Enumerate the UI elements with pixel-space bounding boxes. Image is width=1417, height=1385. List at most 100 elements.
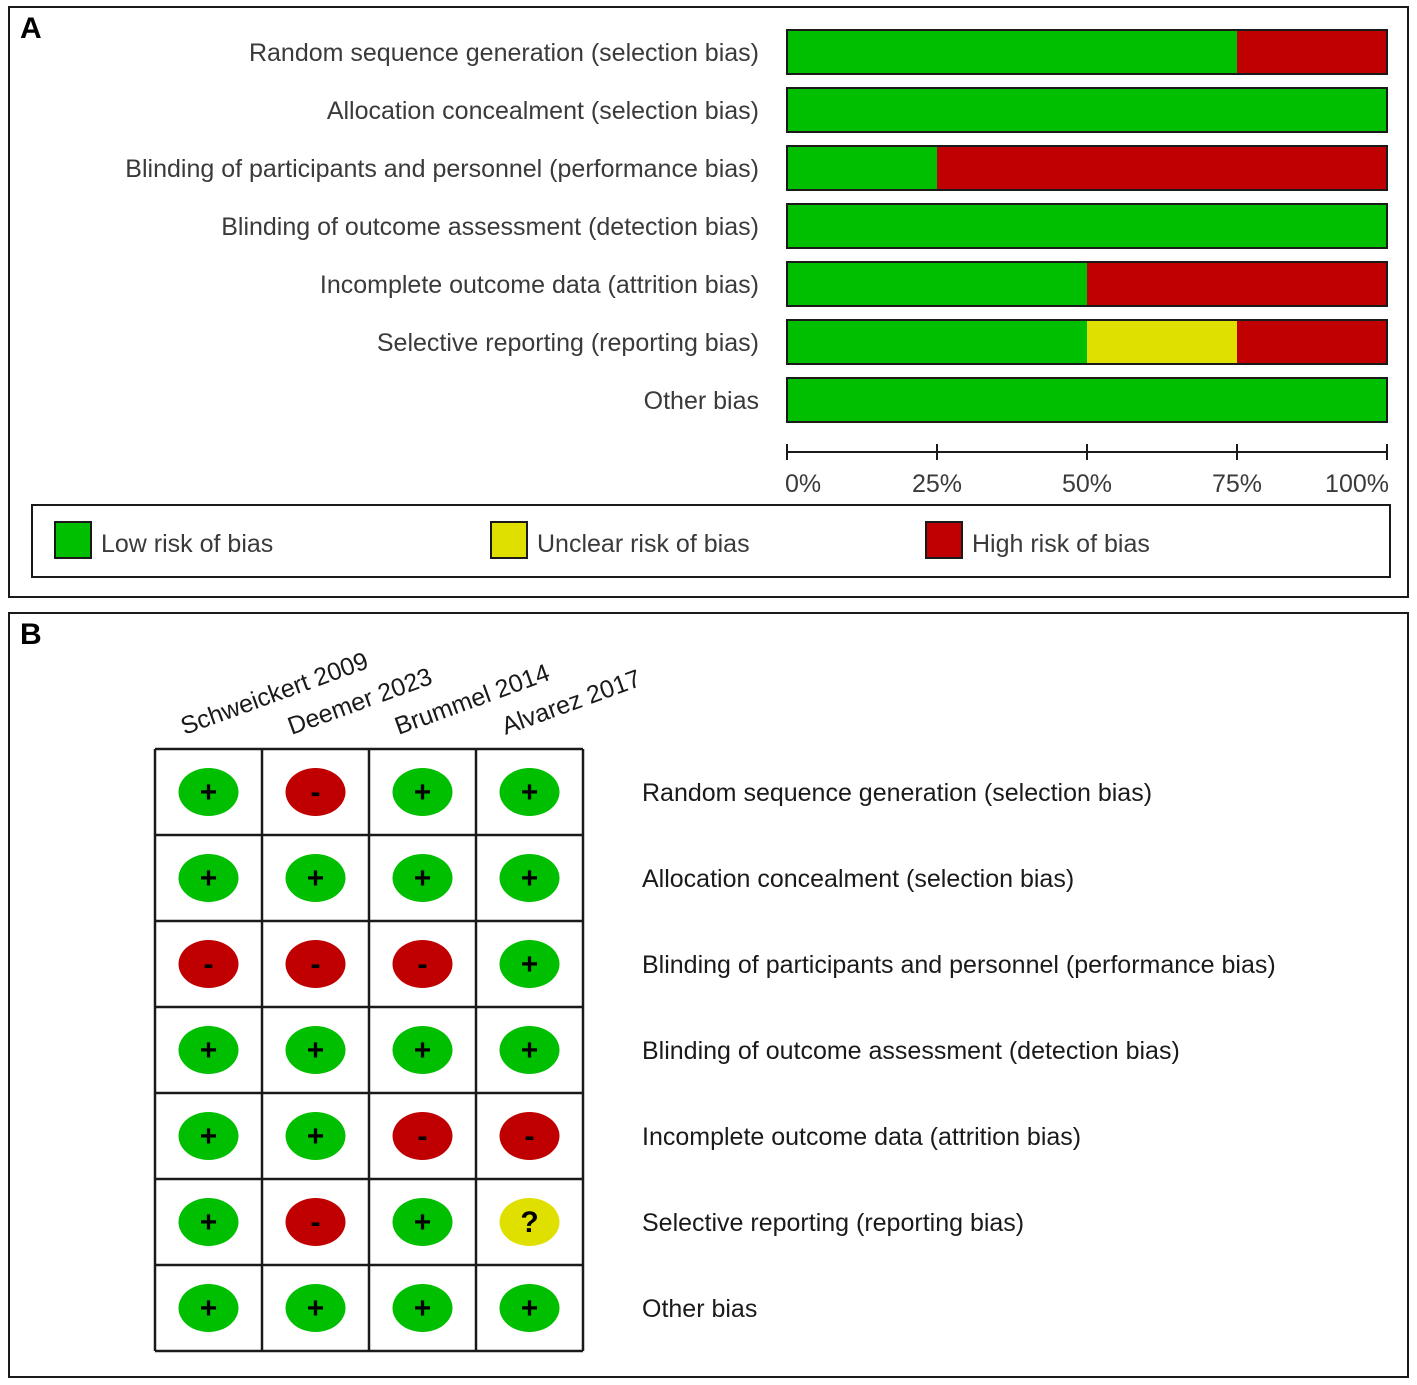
judgement-circle — [285, 1198, 346, 1246]
judgement-circle — [178, 1198, 239, 1246]
legend-label: Unclear risk of bias — [537, 530, 750, 558]
x-tick-label: 25% — [912, 470, 962, 498]
judgement-symbol: + — [200, 776, 218, 809]
judgement-circle — [499, 1198, 560, 1246]
legend-swatch-low-risk-of-bias — [54, 521, 92, 559]
judgement-symbol: + — [307, 1292, 325, 1325]
bar-outline — [786, 319, 1388, 365]
judgement-circle — [285, 768, 346, 816]
legend-swatch-unclear-risk-of-bias — [490, 521, 528, 559]
bar-segment-high-risk-of-bias — [1087, 262, 1387, 306]
judgement-circle — [392, 1198, 453, 1246]
domain-label: Blinding of outcome assessment (detectio… — [642, 1037, 1180, 1065]
judgement-circle — [285, 854, 346, 902]
legend-label: High risk of bias — [972, 530, 1150, 558]
x-tick-label: 50% — [1062, 470, 1112, 498]
bar-segment-low-risk-of-bias — [787, 320, 1087, 364]
judgement-circle — [178, 1112, 239, 1160]
domain-label: Blinding of participants and personnel (… — [642, 951, 1276, 979]
judgement-symbol: + — [307, 862, 325, 895]
judgement-symbol: - — [311, 776, 321, 809]
judgement-circle — [285, 1026, 346, 1074]
bar-segment-low-risk-of-bias — [787, 204, 1387, 248]
judgement-circle — [392, 940, 453, 988]
category-label: Incomplete outcome data (attrition bias) — [320, 271, 759, 299]
judgement-circle — [499, 940, 560, 988]
judgement-symbol: + — [521, 862, 539, 895]
judgement-circle — [178, 768, 239, 816]
panel-a: A Random sequence generation (selection … — [8, 6, 1409, 598]
domain-label: Other bias — [642, 1295, 757, 1323]
judgement-circle — [178, 1026, 239, 1074]
bar-outline — [786, 203, 1388, 249]
category-label: Random sequence generation (selection bi… — [249, 39, 759, 67]
judgement-circle — [499, 768, 560, 816]
bar-segment-high-risk-of-bias — [1237, 320, 1387, 364]
panel-a-letter: A — [20, 12, 42, 45]
category-label: Blinding of outcome assessment (detectio… — [221, 213, 759, 241]
category-label: Selective reporting (reporting bias) — [377, 329, 759, 357]
bar-segment-low-risk-of-bias — [787, 88, 1387, 132]
judgement-symbol: - — [311, 1206, 321, 1239]
domain-label: Allocation concealment (selection bias) — [642, 865, 1074, 893]
x-tick-label: 0% — [785, 470, 821, 498]
judgement-circle — [285, 940, 346, 988]
judgement-symbol: + — [414, 862, 432, 895]
judgement-symbol: + — [521, 776, 539, 809]
category-label: Other bias — [644, 387, 759, 415]
judgement-circle — [285, 1112, 346, 1160]
x-tick-label: 100% — [1325, 470, 1389, 498]
judgement-circle — [392, 1112, 453, 1160]
judgement-circle — [499, 1026, 560, 1074]
bar-segment-low-risk-of-bias — [787, 146, 937, 190]
judgement-circle — [499, 854, 560, 902]
judgement-symbol: + — [521, 948, 539, 981]
bar-segment-low-risk-of-bias — [787, 30, 1237, 74]
judgement-symbol: - — [204, 948, 214, 981]
judgement-symbol: ? — [520, 1206, 538, 1239]
domain-label: Selective reporting (reporting bias) — [642, 1209, 1024, 1237]
judgement-symbol: - — [311, 948, 321, 981]
bar-segment-low-risk-of-bias — [787, 262, 1087, 306]
judgement-symbol: + — [414, 1292, 432, 1325]
judgement-circle — [392, 1026, 453, 1074]
bar-outline — [786, 261, 1388, 307]
panel-b: B Schweickert 2009 Deemer 2023 Brummel 201… — [8, 612, 1409, 1378]
judgement-symbol: + — [307, 1120, 325, 1153]
summary-bar-chart: Random sequence generation (selection bi… — [31, 29, 1391, 578]
judgement-symbol: + — [414, 776, 432, 809]
legend-label: Low risk of bias — [101, 530, 273, 558]
judgement-circle — [499, 1284, 560, 1332]
domain-label: Random sequence generation (selection bi… — [642, 779, 1152, 807]
judgement-symbol: - — [525, 1120, 535, 1153]
judgement-symbol: + — [521, 1034, 539, 1067]
bar-outline — [786, 145, 1388, 191]
judgement-symbol: + — [414, 1034, 432, 1067]
category-label: Blinding of participants and personnel (… — [125, 155, 759, 183]
legend-swatch-high-risk-of-bias — [925, 521, 963, 559]
judgement-circle — [499, 1112, 560, 1160]
judgement-circle — [392, 768, 453, 816]
judgement-symbol: + — [200, 862, 218, 895]
category-label: Allocation concealment (selection bias) — [327, 97, 759, 125]
bar-segment-unclear-risk-of-bias — [1087, 320, 1237, 364]
judgement-circle — [178, 854, 239, 902]
judgement-symbol: + — [521, 1292, 539, 1325]
judgement-symbol: + — [307, 1034, 325, 1067]
bar-outline — [786, 377, 1388, 423]
judgement-symbol: + — [200, 1206, 218, 1239]
domain-label: Incomplete outcome data (attrition bias) — [642, 1123, 1081, 1151]
judgement-circle — [392, 1284, 453, 1332]
judgement-circle — [178, 940, 239, 988]
judgement-symbol: + — [200, 1292, 218, 1325]
panel-b-letter: B — [20, 618, 42, 651]
judgement-symbol: + — [414, 1206, 432, 1239]
judgement-circle — [178, 1284, 239, 1332]
judgement-symbol: + — [200, 1120, 218, 1153]
bar-segment-high-risk-of-bias — [1237, 30, 1387, 74]
bar-outline — [786, 87, 1388, 133]
judgement-circle — [392, 854, 453, 902]
x-tick-label: 75% — [1212, 470, 1262, 498]
judgement-symbol: - — [418, 948, 428, 981]
judgement-symbol: + — [200, 1034, 218, 1067]
